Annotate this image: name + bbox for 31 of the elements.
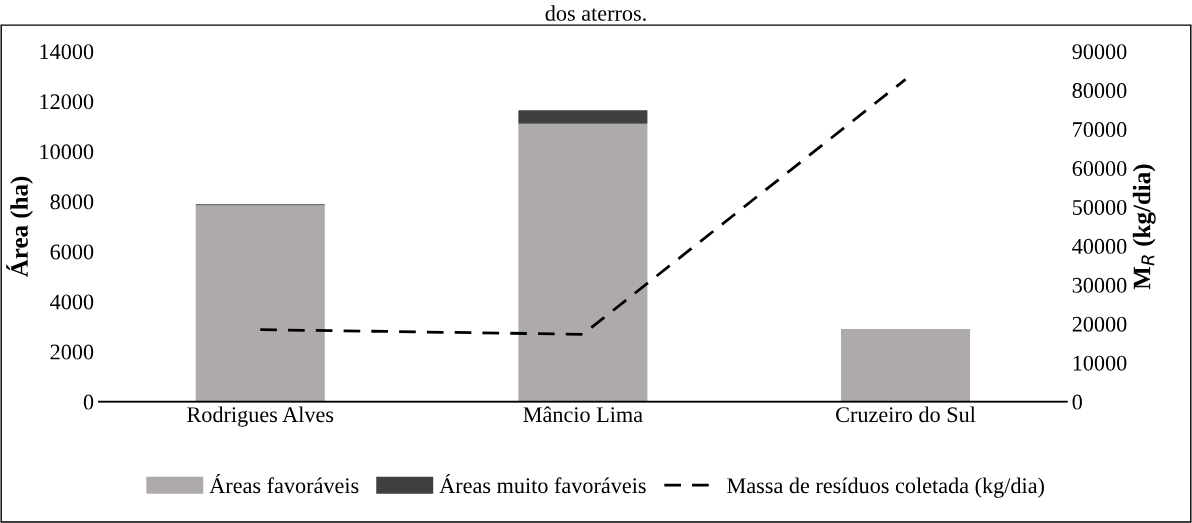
y-tick-label: 8000 bbox=[50, 194, 94, 210]
y2-tick-label: 10000 bbox=[1073, 355, 1127, 371]
y2-tick-label: 50000 bbox=[1072, 199, 1127, 215]
legend-label: Áreas favoráveis bbox=[209, 473, 359, 494]
y2-tick-label: 80000 bbox=[1072, 83, 1127, 99]
y2-tick-label: 70000 bbox=[1073, 122, 1127, 138]
bar bbox=[841, 329, 971, 402]
y2-tick-label: 40000 bbox=[1072, 238, 1127, 254]
y-tick-label: 2000 bbox=[50, 344, 94, 360]
y-tick-label: 12000 bbox=[40, 94, 94, 110]
bar bbox=[518, 123, 648, 402]
y-axis-title: Área (ha) bbox=[6, 176, 33, 278]
legend-label: Massa de resíduos coletada (kg/dia) bbox=[727, 477, 1044, 498]
legend-label: Áreas muito favoráveis bbox=[439, 473, 646, 494]
y-tick-label: 6000 bbox=[50, 244, 94, 260]
chart-title: dos aterros. bbox=[545, 5, 646, 21]
x-tick-label: Cruzeiro do Sul bbox=[836, 406, 976, 423]
y2-axis-title: M$_{R}$ (kg/dia) bbox=[1132, 164, 1156, 290]
bar bbox=[195, 205, 325, 402]
y2-tick-label: 30000 bbox=[1072, 277, 1127, 293]
y-tick-label: 0 bbox=[83, 394, 94, 410]
y2-tick-label: 0 bbox=[1072, 394, 1082, 410]
y-tick-label: 4000 bbox=[50, 294, 94, 310]
y-tick-label: 10000 bbox=[40, 144, 94, 160]
x-tick-label: Mâncio Lima bbox=[523, 406, 643, 423]
y2-tick-label: 20000 bbox=[1072, 316, 1127, 332]
y-tick-label: 14000 bbox=[40, 44, 94, 60]
y2-tick-label: 90000 bbox=[1072, 44, 1127, 60]
x-tick-label: Rodrigues Alves bbox=[187, 406, 334, 427]
y2-tick-label: 60000 bbox=[1072, 160, 1127, 176]
bar bbox=[518, 110, 648, 124]
